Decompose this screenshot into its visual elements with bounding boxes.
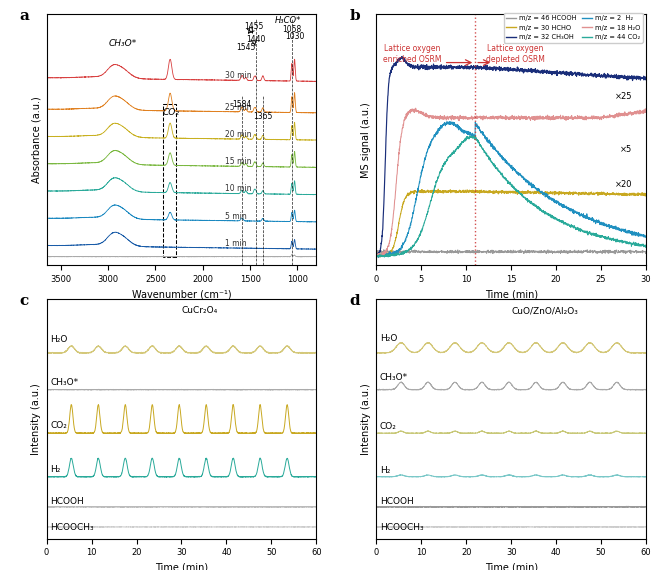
Text: CO₂: CO₂: [380, 422, 397, 431]
Text: H₂O: H₂O: [380, 334, 397, 343]
Y-axis label: Absorbance (a.u.): Absorbance (a.u.): [31, 96, 41, 183]
X-axis label: Time (min): Time (min): [485, 563, 537, 570]
Text: a: a: [20, 9, 29, 23]
X-axis label: Time (min): Time (min): [155, 563, 208, 570]
Text: 1058: 1058: [282, 25, 302, 34]
Text: 1545: 1545: [236, 43, 256, 52]
Text: CO₂: CO₂: [163, 108, 180, 117]
Text: 1 min: 1 min: [226, 239, 247, 248]
Text: ×20: ×20: [615, 180, 633, 189]
Text: HCOOCH₃: HCOOCH₃: [50, 523, 94, 532]
Bar: [163, 104, 176, 256]
Text: b: b: [349, 9, 360, 23]
X-axis label: Wavenumber (cm⁻¹): Wavenumber (cm⁻¹): [132, 290, 231, 299]
Y-axis label: Intensity (a.u.): Intensity (a.u.): [31, 383, 41, 455]
Text: H₂O: H₂O: [50, 336, 67, 344]
Text: Lattice oxygen
enriched OSRM: Lattice oxygen enriched OSRM: [383, 44, 442, 64]
Text: 1584: 1584: [232, 100, 252, 108]
Text: ×5: ×5: [620, 145, 633, 154]
Text: 1365: 1365: [253, 112, 272, 121]
Text: CuO/ZnO/Al₂O₃: CuO/ZnO/Al₂O₃: [511, 307, 578, 315]
Text: 30 min: 30 min: [226, 71, 252, 80]
Legend: m/z = 46 HCOOH, m/z = 30 HCHO, m/z = 32 CH₃OH, m/z = 2  H₂, m/z = 18 H₂O, m/z = : m/z = 46 HCOOH, m/z = 30 HCHO, m/z = 32 …: [503, 13, 643, 43]
Text: CuCr₂O₄: CuCr₂O₄: [181, 307, 218, 315]
Text: H₃CO*: H₃CO*: [275, 17, 301, 26]
Text: HCOOH: HCOOH: [50, 496, 84, 506]
Text: H₂: H₂: [380, 466, 390, 475]
Text: H₂: H₂: [50, 465, 61, 474]
Text: 10 min: 10 min: [226, 184, 252, 193]
Text: CH₃O*: CH₃O*: [108, 39, 137, 48]
Text: d: d: [349, 295, 360, 308]
Text: HCOOCH₃: HCOOCH₃: [380, 523, 424, 532]
Y-axis label: Intensity (a.u.): Intensity (a.u.): [361, 383, 371, 455]
Text: 20 min: 20 min: [226, 130, 252, 139]
Text: CO₂: CO₂: [50, 421, 67, 430]
Text: ×25: ×25: [615, 92, 633, 101]
Text: CH₃O*: CH₃O*: [50, 378, 79, 387]
Text: Lattice oxygen
depleted OSRM: Lattice oxygen depleted OSRM: [486, 44, 545, 64]
Y-axis label: MS signal (a.u.): MS signal (a.u.): [361, 102, 371, 177]
Text: CH₃O*: CH₃O*: [380, 373, 408, 382]
Text: HCOOH: HCOOH: [380, 497, 414, 506]
Text: 1030: 1030: [285, 31, 304, 40]
Text: 25 min: 25 min: [226, 103, 252, 112]
Text: 15 min: 15 min: [226, 157, 252, 166]
Text: 5 min: 5 min: [226, 211, 247, 221]
Text: 1455: 1455: [244, 22, 264, 31]
Text: c: c: [20, 295, 29, 308]
Text: 1440: 1440: [246, 35, 266, 43]
X-axis label: Time (min): Time (min): [485, 290, 537, 299]
